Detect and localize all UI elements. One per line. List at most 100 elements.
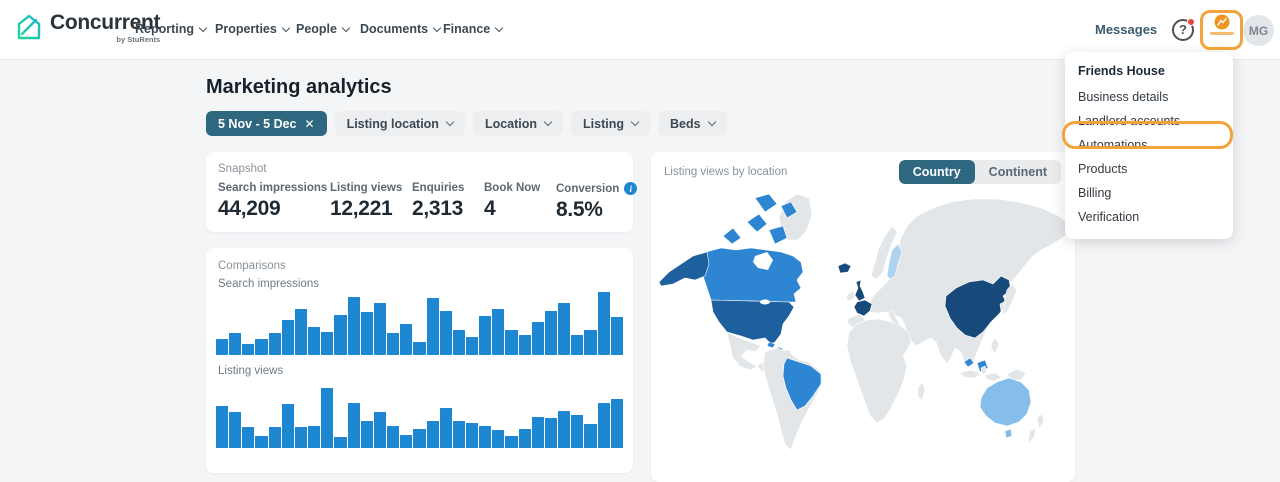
bar — [479, 425, 492, 448]
brand-logo[interactable]: Concurrent by StuRents — [16, 12, 160, 44]
bar — [531, 322, 544, 355]
bar — [571, 335, 584, 355]
map-country-ireland — [845, 290, 856, 302]
account-dropdown-menu: Friends House Business details Landlord … — [1065, 52, 1233, 239]
bar — [505, 329, 518, 355]
bar — [465, 423, 479, 448]
chevron-down-icon — [198, 23, 208, 32]
bar — [400, 435, 413, 448]
bar — [584, 330, 597, 355]
chart-title-listing-views: Listing views — [218, 365, 284, 377]
date-range-filter-chip[interactable]: 5 Nov - 5 Dec ✕ — [206, 111, 327, 136]
bar — [400, 323, 413, 355]
menu-item-landlord-accounts[interactable]: Landlord accounts — [1078, 114, 1181, 128]
listing-views-map-panel: Listing views by location Country Contin… — [651, 152, 1075, 482]
snapshot-panel: Snapshot Search impressions 44,209 Listi… — [206, 152, 638, 232]
bar — [360, 312, 373, 355]
bar — [334, 314, 347, 355]
map-country-scandinavia — [870, 225, 898, 280]
bar — [452, 329, 465, 355]
nav-label: Reporting — [135, 22, 195, 36]
map-country-brazil[interactable] — [782, 357, 822, 411]
bar — [387, 425, 400, 448]
bar — [439, 310, 452, 355]
bar — [229, 332, 242, 355]
bar — [373, 412, 387, 448]
bar — [347, 403, 360, 448]
nav-properties[interactable]: Properties — [215, 22, 291, 36]
stat-value: 44,209 — [218, 197, 281, 220]
bar — [558, 303, 571, 355]
bar — [255, 436, 268, 448]
chevron-down-icon — [445, 117, 455, 127]
nav-reporting[interactable]: Reporting — [135, 22, 208, 36]
bar — [610, 398, 623, 448]
concurrent-house-icon — [17, 14, 41, 40]
filter-label: Beds — [670, 116, 701, 131]
avatar[interactable]: MG — [1243, 15, 1274, 46]
map-country-canada[interactable] — [702, 247, 804, 303]
filter-location[interactable]: Location — [472, 111, 564, 136]
menu-item-business-details[interactable]: Business details — [1078, 90, 1169, 104]
search-impressions-bar-chart — [216, 292, 623, 355]
menu-item-verification[interactable]: Verification — [1078, 210, 1140, 224]
map-mode-toggle: Country Continent — [898, 160, 1061, 184]
nav-label: Properties — [215, 22, 277, 36]
map-landmass-africa — [846, 318, 912, 424]
menu-header-friends-house: Friends House — [1078, 64, 1165, 78]
bar — [308, 326, 321, 355]
filter-listing[interactable]: Listing — [571, 111, 650, 136]
bar — [413, 341, 426, 355]
filter-label: Listing — [583, 116, 624, 131]
nav-documents[interactable]: Documents — [360, 22, 442, 36]
nav-label: Documents — [360, 22, 429, 36]
map-panel-title: Listing views by location — [664, 166, 788, 178]
menu-item-billing[interactable]: Billing — [1078, 186, 1112, 200]
bar — [242, 427, 255, 448]
map-country-united-kingdom[interactable] — [854, 279, 866, 302]
map-country-france[interactable] — [853, 299, 873, 317]
account-menu-button[interactable] — [1206, 14, 1238, 46]
menu-item-automations[interactable]: Automations — [1078, 138, 1148, 152]
filter-label: Listing location — [346, 116, 439, 131]
brand-name: Concurrent — [50, 11, 161, 34]
chart-title-search-impressions: Search impressions — [218, 278, 319, 290]
stat-label: Conversion — [556, 182, 620, 195]
nav-finance[interactable]: Finance — [443, 22, 504, 36]
chevron-down-icon — [432, 23, 442, 32]
messages-link[interactable]: Messages — [1095, 22, 1158, 37]
bar — [360, 420, 373, 448]
bar — [492, 430, 505, 448]
bar — [216, 406, 229, 448]
map-country-canada-arctic-islands[interactable] — [722, 193, 798, 245]
map-country-italy — [887, 309, 901, 328]
map-country-alaska[interactable] — [658, 251, 710, 287]
map-country-iceland[interactable] — [837, 262, 852, 274]
bar — [387, 332, 400, 355]
map-country-tasmania[interactable] — [1004, 428, 1013, 439]
map-country-usa[interactable] — [710, 299, 795, 345]
chevron-down-icon — [495, 23, 504, 32]
help-button[interactable]: ? — [1172, 18, 1195, 41]
listing-views-bar-chart — [216, 385, 623, 448]
hudson-bay — [753, 252, 773, 270]
filter-listing-location[interactable]: Listing location — [334, 111, 465, 136]
map-country-finland[interactable] — [886, 243, 903, 280]
nav-people[interactable]: People — [296, 22, 351, 36]
bar — [229, 412, 242, 448]
map-country-australia[interactable] — [979, 377, 1032, 427]
chevron-down-icon — [341, 23, 351, 32]
toggle-country[interactable]: Country — [898, 160, 975, 184]
menu-item-products[interactable]: Products — [1078, 162, 1128, 176]
close-icon[interactable]: ✕ — [304, 116, 315, 131]
bar — [531, 416, 544, 448]
filter-beds[interactable]: Beds — [658, 111, 727, 136]
info-icon[interactable]: i — [624, 182, 638, 195]
bar — [518, 429, 531, 448]
toggle-continent[interactable]: Continent — [988, 165, 1047, 179]
map-country-malaysia[interactable] — [963, 357, 975, 368]
bar — [558, 410, 571, 448]
snapshot-label: Snapshot — [218, 163, 267, 175]
stat-enquiries: Enquiries 2,313 — [412, 182, 464, 221]
bar — [308, 425, 321, 448]
